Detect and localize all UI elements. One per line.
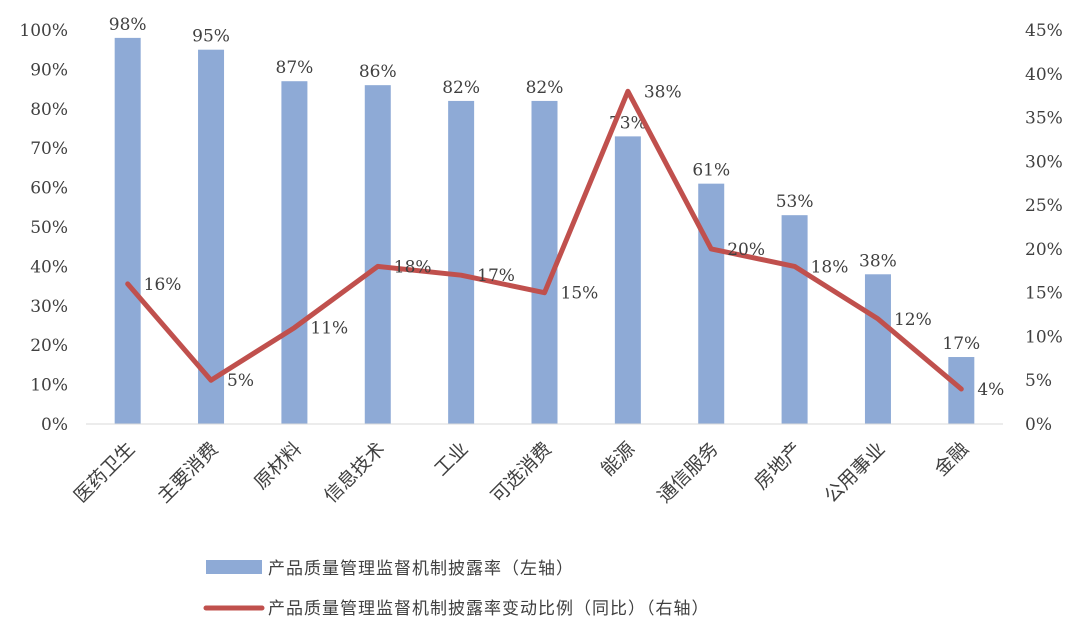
bar-label-9: 38%: [859, 251, 897, 271]
bar-label-0: 98%: [109, 15, 147, 35]
line-label-3: 18%: [394, 257, 432, 277]
right-tick-8: 40%: [1025, 65, 1063, 85]
right-tick-5: 25%: [1025, 196, 1063, 216]
bar-7: [698, 183, 725, 424]
line-label-8: 18%: [811, 257, 849, 277]
line-label-10: 4%: [977, 380, 1004, 400]
right-tick-1: 5%: [1025, 371, 1052, 391]
line-label-4: 17%: [477, 266, 515, 286]
left-tick-2: 20%: [30, 336, 68, 356]
bar-label-2: 87%: [276, 58, 314, 78]
right-tick-3: 15%: [1025, 284, 1063, 304]
bar-series: [114, 37, 975, 425]
left-tick-0: 0%: [41, 415, 68, 435]
bar-3: [364, 85, 391, 424]
left-axis-ticks: 0% 10% 20% 30% 40% 50% 60% 70% 80% 90% 100%: [19, 21, 68, 435]
left-tick-6: 60%: [30, 179, 68, 199]
category-label-10: 金融: [930, 438, 972, 480]
legend-bar-label: 产品质量管理监督机制披露率（左轴）: [268, 559, 574, 579]
bar-8: [781, 215, 808, 424]
category-label-1: 主要消费: [153, 438, 222, 507]
legend-bar-swatch: [206, 560, 262, 574]
left-tick-9: 90%: [30, 60, 68, 80]
bar-label-10: 17%: [942, 334, 980, 354]
category-label-5: 可选消费: [487, 438, 556, 507]
bar-label-1: 95%: [192, 27, 230, 47]
line-label-6: 38%: [644, 82, 682, 102]
line-label-7: 20%: [727, 240, 765, 260]
left-tick-4: 40%: [30, 257, 68, 277]
bar-label-8: 53%: [776, 192, 814, 212]
right-tick-6: 30%: [1025, 152, 1063, 172]
bar-4: [448, 100, 475, 425]
bar-0: [114, 37, 141, 424]
line-label-9: 12%: [894, 310, 932, 330]
category-label-3: 信息技术: [320, 438, 389, 507]
right-tick-9: 45%: [1025, 21, 1063, 41]
left-tick-3: 30%: [30, 297, 68, 317]
bar-label-4: 82%: [442, 78, 480, 98]
category-label-2: 原材料: [250, 438, 306, 494]
category-labels: 医药卫生 主要消费 原材料 信息技术 工业 可选消费 能源 通信服务 房地产 公用事业 金融: [70, 438, 973, 507]
bar-9: [864, 274, 891, 424]
left-tick-7: 70%: [30, 139, 68, 159]
line-label-5: 15%: [561, 284, 599, 304]
left-tick-8: 80%: [30, 100, 68, 120]
bar-6: [614, 136, 641, 424]
category-label-7: 通信服务: [653, 438, 722, 507]
line-label-1: 5%: [227, 371, 254, 391]
legend: 产品质量管理监督机制披露率（左轴） 产品质量管理监督机制披露率变动比例（同比）（…: [203, 559, 710, 619]
right-tick-4: 20%: [1025, 240, 1063, 260]
line-label-2: 11%: [310, 319, 348, 339]
left-tick-5: 50%: [30, 218, 68, 238]
right-tick-0: 0%: [1025, 415, 1052, 435]
category-label-8: 房地产: [750, 438, 806, 494]
bar-5: [531, 100, 558, 425]
line-series-path: [125, 88, 964, 392]
bar-data-labels: 98%95%87% 86%82% 82%73%61%53%38%17%: [109, 15, 980, 354]
category-label-0: 医药卫生: [70, 438, 139, 507]
right-tick-2: 10%: [1025, 327, 1063, 347]
category-label-9: 公用事业: [820, 438, 889, 507]
line-data-labels: 16% 5% 11% 18% 17% 15% 38% 20% 18% 12% 4%: [144, 82, 1005, 400]
bar-label-7: 61%: [692, 161, 730, 181]
left-tick-10: 100%: [19, 21, 68, 41]
legend-line-label: 产品质量管理监督机制披露率变动比例（同比）（右轴）: [268, 599, 710, 619]
right-tick-7: 35%: [1025, 109, 1063, 129]
left-tick-1: 10%: [30, 376, 68, 396]
bar-2: [281, 81, 308, 424]
category-label-4: 工业: [430, 438, 472, 480]
bar-label-5: 82%: [526, 78, 564, 98]
right-axis-ticks: 0% 5% 10% 15% 20% 25% 30% 35% 40% 45%: [1025, 21, 1063, 435]
bar-label-3: 86%: [359, 62, 397, 82]
category-label-6: 能源: [597, 438, 639, 480]
bar-1: [198, 49, 225, 424]
line-label-0: 16%: [144, 275, 182, 295]
